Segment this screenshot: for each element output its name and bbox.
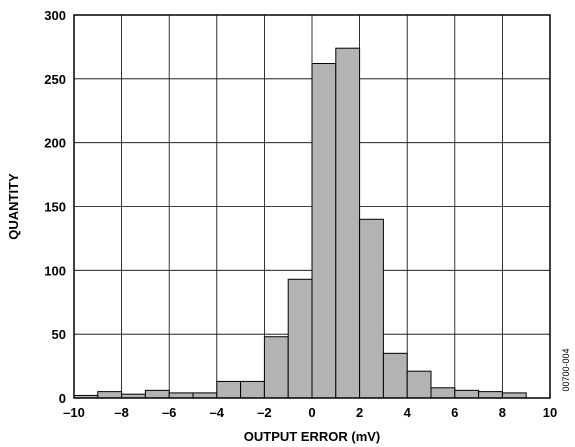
x-tick-label: 2: [356, 405, 363, 420]
y-tick-label: 0: [59, 391, 66, 406]
x-tick-labels: –10 –8 –6 –4 –2 0 2 4 6 8 10: [63, 405, 557, 420]
x-tick-label: 8: [499, 405, 506, 420]
histogram-bar: [168, 392, 194, 399]
y-tick-label: 150: [44, 200, 66, 215]
histogram-bar: [240, 380, 265, 399]
y-tick-labels: 0 50 100 150 200 250 300: [44, 8, 66, 406]
histogram-bar: [287, 278, 313, 399]
histogram-bar: [406, 370, 432, 399]
histogram-bar: [382, 352, 408, 399]
figure-code-note: 00700-004: [561, 348, 571, 391]
y-tick-label: 300: [44, 8, 66, 23]
histogram-bar: [335, 47, 361, 399]
plot-frame: [73, 14, 551, 399]
histogram-bar: [359, 218, 384, 399]
histogram-bar: [144, 389, 170, 399]
x-tick-label: –8: [114, 405, 128, 420]
histogram-bar: [430, 387, 456, 399]
x-tick-label: –4: [210, 405, 225, 420]
histogram-bar: [478, 391, 503, 399]
x-tick-label: 0: [308, 405, 315, 420]
histogram-bar: [97, 391, 123, 399]
x-tick-label: –6: [162, 405, 176, 420]
y-axis-title: QUANTITY: [6, 173, 21, 240]
y-tick-label: 250: [44, 72, 66, 87]
x-axis-title: OUTPUT ERROR (mV): [244, 429, 381, 444]
histogram-bars: [73, 47, 527, 399]
x-tick-label: 10: [543, 405, 557, 420]
x-tick-label: 6: [451, 405, 458, 420]
histogram-bar: [216, 380, 242, 399]
histogram-bar: [454, 389, 480, 399]
y-tick-label: 50: [52, 327, 66, 342]
histogram-bar: [263, 336, 289, 399]
histogram-bar: [311, 63, 337, 399]
x-tick-label: –10: [63, 405, 85, 420]
y-tick-label: 200: [44, 136, 66, 151]
histogram-bar: [192, 392, 218, 399]
histogram-bar: [501, 392, 527, 399]
y-tick-label: 100: [44, 263, 66, 278]
x-tick-label: –2: [257, 405, 271, 420]
x-tick-label: 4: [404, 405, 412, 420]
